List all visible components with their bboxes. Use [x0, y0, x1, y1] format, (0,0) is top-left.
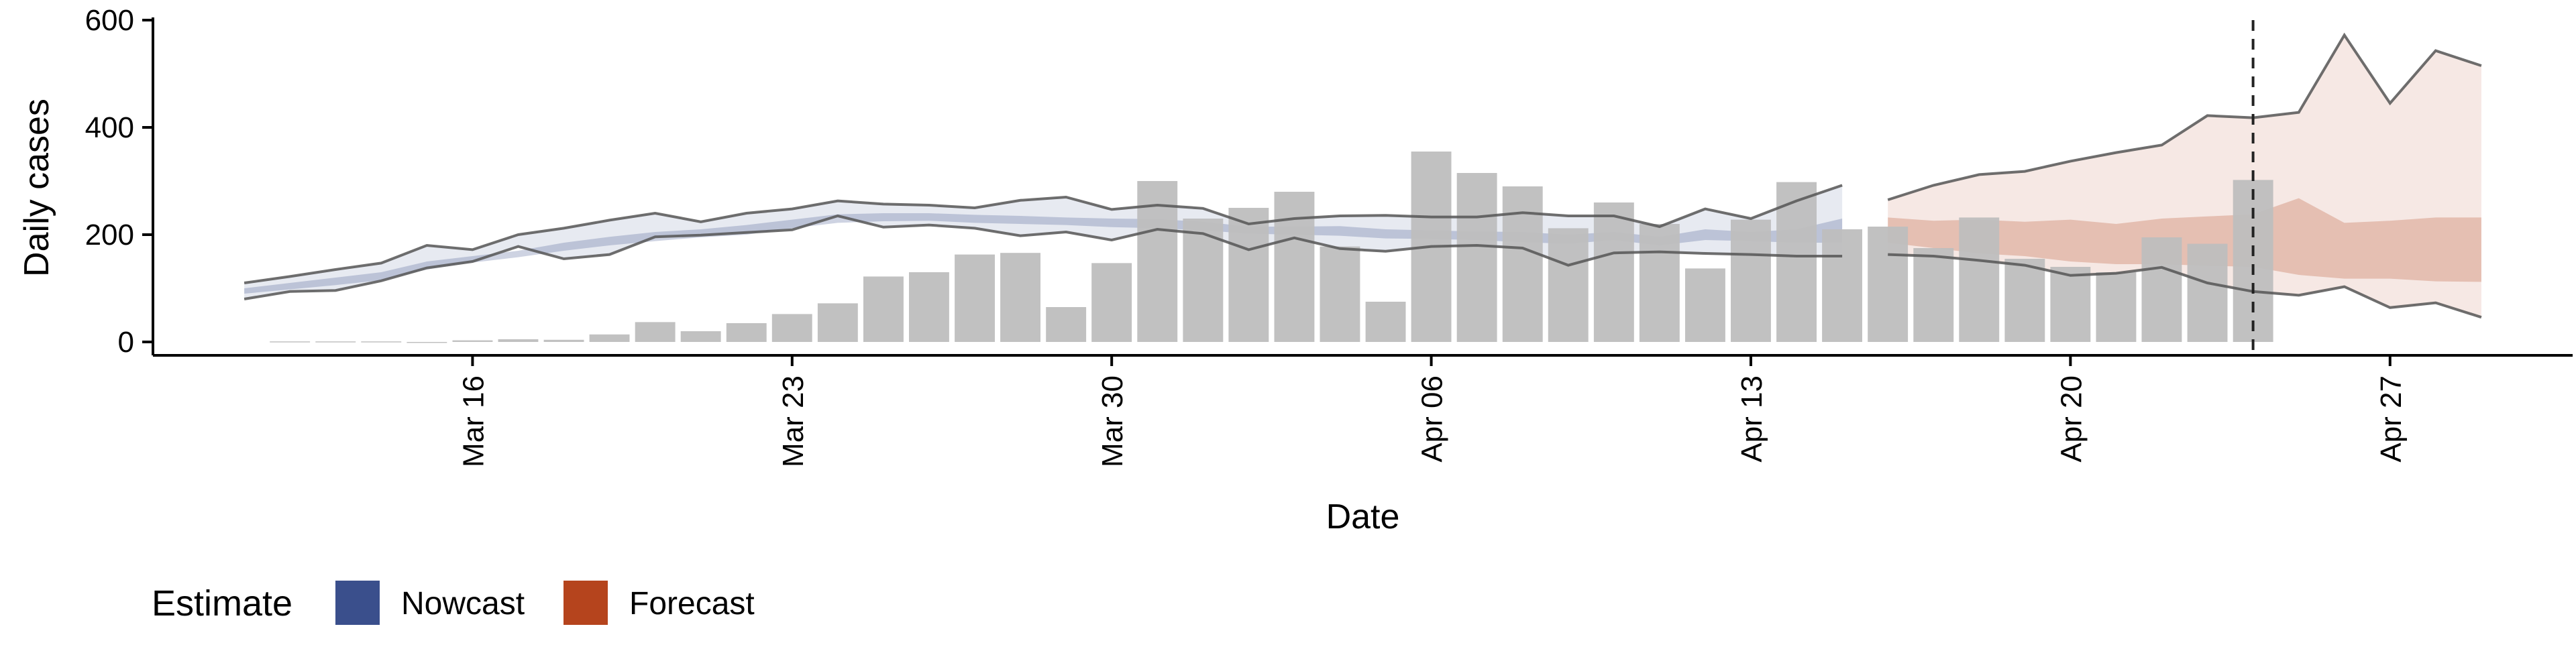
bar-2020-03-13: [315, 341, 356, 343]
bar-2020-03-24: [817, 303, 858, 342]
bar-2020-03-31: [1137, 181, 1178, 342]
legend: Estimate Nowcast Forecast: [152, 581, 755, 625]
x-axis-title: Date: [1326, 497, 1400, 536]
bar-2020-03-26: [909, 272, 949, 342]
bar-2020-04-01: [1183, 219, 1224, 342]
bar-2020-03-18: [543, 339, 584, 342]
x-tick-label-2020-03-30: Mar 30: [1096, 375, 1129, 467]
bar-2020-03-19: [589, 334, 630, 342]
bar-2020-04-09: [1548, 228, 1589, 342]
bar-2020-03-14: [361, 341, 402, 343]
bar-2020-04-23: [2187, 243, 2228, 342]
bar-2020-04-04: [1320, 246, 1360, 342]
bar-2020-04-18: [1959, 217, 2000, 342]
y-axis-title: Daily cases: [17, 99, 56, 277]
bar-2020-03-28: [1000, 253, 1040, 342]
bar-2020-03-15: [407, 342, 447, 343]
forecast-band-50: [1888, 198, 2481, 282]
bar-2020-04-11: [1639, 224, 1680, 342]
forecast-band-90: [1888, 35, 2481, 318]
bar-2020-03-29: [1046, 307, 1087, 342]
bar-2020-04-15: [1822, 229, 1862, 342]
bar-2020-03-17: [498, 339, 539, 342]
bar-2020-03-21: [680, 331, 721, 342]
bar-2020-04-07: [1456, 173, 1497, 342]
nowcast-upper-line: [244, 184, 1843, 284]
bar-2020-04-08: [1502, 186, 1543, 342]
legend-label-forecast: Forecast: [629, 586, 755, 622]
x-tick-label-2020-04-20: Apr 20: [2055, 375, 2088, 463]
axes: 0 200 400 600 Mar 16 Mar 23 Mar 30 Apr 06 Apr 13…: [85, 4, 2573, 467]
bar-2020-03-25: [863, 276, 904, 342]
x-tick-label-2020-04-27: Apr 27: [2375, 375, 2408, 463]
bar-2020-04-13: [1731, 219, 1771, 342]
bar-2020-04-21: [2096, 272, 2137, 342]
bar-2020-04-12: [1685, 268, 1725, 342]
forecast-upper-line: [1887, 32, 2482, 201]
bar-2020-04-03: [1274, 192, 1315, 342]
interval-lines: [244, 32, 2482, 319]
bar-2020-03-16: [452, 340, 493, 342]
x-tick-label-2020-03-16: Mar 16: [457, 375, 490, 467]
legend-key-forecast: [564, 581, 608, 625]
bar-2020-04-22: [2141, 237, 2182, 342]
bar-2020-04-24: [2233, 180, 2273, 342]
bar-2020-03-12: [270, 341, 311, 343]
bar-2020-04-16: [1868, 227, 1909, 342]
nowcast-lower-line: [244, 214, 1843, 300]
bar-2020-04-19: [2004, 259, 2045, 342]
bar-2020-03-30: [1091, 263, 1132, 342]
bar-2020-03-22: [726, 323, 767, 342]
y-tick-label-600: 600: [85, 4, 134, 37]
x-tick-label-2020-03-23: Mar 23: [777, 375, 810, 467]
x-tick-label-2020-04-06: Apr 06: [1416, 375, 1449, 463]
bar-2020-03-20: [635, 322, 676, 342]
legend-title: Estimate: [152, 583, 292, 624]
reported-case-bars: [270, 152, 2273, 343]
y-tick-label-400: 400: [85, 111, 134, 144]
bar-2020-04-10: [1593, 202, 1634, 342]
bar-2020-04-17: [1913, 248, 1954, 342]
legend-key-nowcast: [335, 581, 380, 625]
bar-2020-04-05: [1365, 302, 1406, 342]
y-tick-label-200: 200: [85, 219, 134, 251]
bar-2020-04-20: [2050, 267, 2091, 342]
bar-2020-03-27: [955, 254, 995, 342]
x-tick-label-2020-04-13: Apr 13: [1735, 375, 1768, 463]
bar-2020-03-23: [771, 314, 812, 342]
bar-2020-04-02: [1228, 208, 1269, 342]
forecast-lower-line: [1888, 253, 2482, 319]
bar-2020-04-14: [1776, 182, 1817, 342]
y-tick-label-0: 0: [118, 326, 134, 359]
legend-label-nowcast: Nowcast: [401, 586, 525, 622]
